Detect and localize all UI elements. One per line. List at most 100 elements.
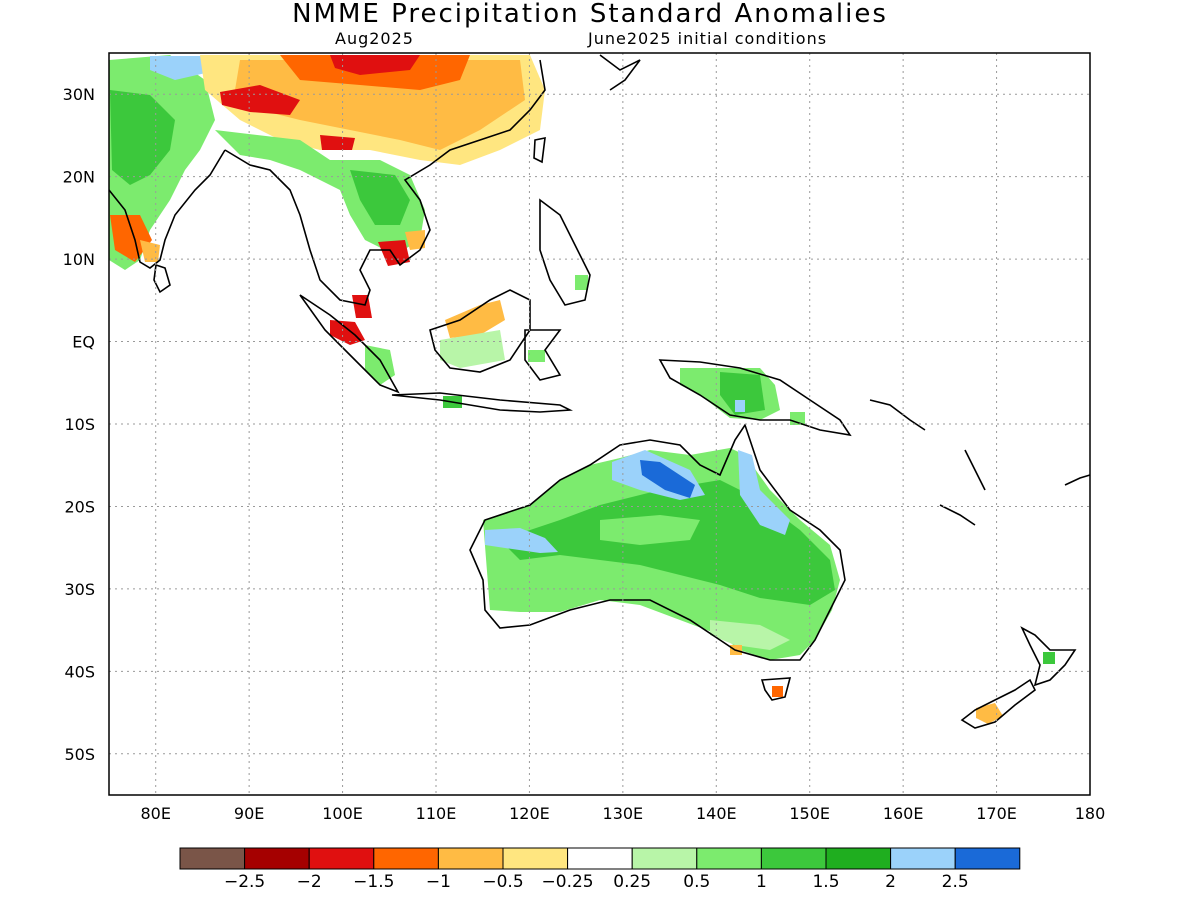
anomaly-china-orange bbox=[235, 60, 525, 150]
coastline-srilanka bbox=[153, 263, 171, 294]
legend-swatch bbox=[567, 847, 633, 870]
latitude-label: 50S bbox=[64, 745, 95, 764]
anomaly-borneo-yellow bbox=[445, 300, 505, 338]
coastline-taiwan bbox=[533, 136, 546, 164]
forecast-month: Aug2025 bbox=[335, 29, 414, 48]
anomaly-fills bbox=[109, 55, 1055, 724]
coastline-japan bbox=[599, 54, 641, 91]
legend-tick-label: 1 bbox=[756, 872, 767, 892]
anomaly-india-southwest-orange bbox=[110, 215, 152, 262]
anomaly-tasmania-orange bbox=[772, 686, 783, 697]
latitude-label: 40S bbox=[64, 662, 95, 681]
latitude-label: 20N bbox=[63, 168, 95, 187]
legend-swatch bbox=[437, 847, 504, 870]
anomaly-china-red-north bbox=[330, 55, 420, 75]
coastline-australia bbox=[469, 423, 846, 661]
gridlines bbox=[109, 53, 1090, 795]
anomaly-australia-west-blue bbox=[485, 528, 558, 553]
coastline-solomons bbox=[869, 399, 926, 431]
anomaly-tibet-red bbox=[220, 85, 300, 115]
legend-swatch bbox=[890, 847, 956, 870]
legend-tick-label: 0.25 bbox=[613, 872, 651, 892]
legend-color-bar bbox=[179, 847, 1021, 870]
anomaly-australia-south-white bbox=[710, 620, 790, 650]
longitude-label: 150E bbox=[789, 804, 830, 823]
coastline-nz-south bbox=[960, 678, 1037, 729]
anomaly-australia-east-blue bbox=[738, 450, 790, 535]
legend-tick-label: −1.5 bbox=[353, 872, 394, 892]
longitude-label: 170E bbox=[976, 804, 1017, 823]
legend-tick-label: 1.5 bbox=[812, 872, 839, 892]
longitude-label: 180 bbox=[1075, 804, 1106, 823]
latitude-label: 10N bbox=[63, 250, 95, 269]
latitude-label: 10S bbox=[64, 415, 95, 434]
coastline-sumatra bbox=[299, 294, 400, 394]
legend-tick-label: −0.5 bbox=[482, 872, 523, 892]
map-border bbox=[108, 52, 1091, 796]
anomaly-sumatra-red bbox=[330, 320, 365, 345]
legend-tick-label: −0.25 bbox=[542, 872, 594, 892]
legend-swatch bbox=[825, 847, 892, 870]
anomaly-india-green-strong bbox=[110, 90, 175, 185]
legend-swatch bbox=[696, 847, 762, 870]
legend-tick-label: −2 bbox=[297, 872, 322, 892]
map-title: NMME Precipitation Standard Anomalies bbox=[292, 0, 888, 29]
legend-swatch bbox=[631, 847, 698, 870]
anomaly-philippines-green bbox=[575, 275, 588, 290]
anomaly-india-southwest-yellow bbox=[140, 240, 160, 262]
anomaly-nz-green bbox=[1043, 652, 1055, 664]
legend-swatch bbox=[179, 847, 246, 870]
longitude-labels: 80E 90E 100E 110E 120E 130E 140E 150E 160E 170E 18… bbox=[140, 804, 1105, 823]
legend-tick-label: 2.5 bbox=[942, 872, 969, 892]
coastline-sulawesi bbox=[524, 329, 562, 381]
anomaly-newguinea-blue bbox=[735, 400, 745, 412]
anomaly-newguinea-green-strong bbox=[720, 372, 765, 415]
latitude-label: 30N bbox=[63, 85, 95, 104]
longitude-label: 130E bbox=[603, 804, 644, 823]
anomaly-australia-midgreen bbox=[600, 515, 700, 545]
legend-swatch bbox=[954, 847, 1021, 870]
anomaly-indochina-green-strong bbox=[350, 170, 410, 225]
legend-tick-label: 0.5 bbox=[683, 872, 710, 892]
anomaly-china-red-central bbox=[320, 135, 355, 150]
coastlines bbox=[108, 54, 1091, 729]
longitude-label: 80E bbox=[140, 804, 170, 823]
legend-labels: −2.5 −2 −1.5 −1 −0.5 −0.25 0.25 0.5 1 1.5 2 2.5 bbox=[224, 872, 969, 892]
coastline-java bbox=[391, 392, 573, 413]
coastline-india bbox=[108, 149, 226, 269]
anomaly-indochina-green bbox=[215, 130, 425, 255]
legend-tick-label: −1 bbox=[426, 872, 451, 892]
anomaly-sulawesi-green bbox=[528, 350, 545, 362]
coastline-new-caledonia bbox=[939, 504, 976, 526]
legend-swatch bbox=[502, 847, 569, 870]
anomaly-tibet-blue bbox=[150, 56, 210, 80]
latitude-label: 30S bbox=[64, 580, 95, 599]
legend-swatch bbox=[760, 847, 827, 870]
longitude-label: 100E bbox=[322, 804, 363, 823]
map-frame bbox=[109, 53, 1090, 795]
anomaly-australia-north-darkblue bbox=[640, 460, 695, 498]
longitude-label: 140E bbox=[696, 804, 737, 823]
coastline-indochina bbox=[224, 59, 546, 306]
coastline-philippines bbox=[539, 198, 591, 306]
longitude-label: 160E bbox=[883, 804, 924, 823]
anomaly-sumatra-green bbox=[365, 345, 395, 385]
legend-tick-label: 2 bbox=[885, 872, 896, 892]
legend-swatch bbox=[373, 847, 439, 870]
initial-conditions: June2025 initial conditions bbox=[588, 29, 828, 48]
coastline-vanuatu bbox=[964, 449, 986, 491]
anomaly-vietnam-orange bbox=[405, 230, 425, 250]
coastline-nz-north bbox=[1020, 626, 1077, 687]
coastline-tasmania bbox=[760, 677, 792, 701]
legend-swatch bbox=[244, 847, 310, 870]
latitude-labels: 30N 20N 10N EQ 10S 20S 30S 40S 50S bbox=[63, 85, 95, 764]
latitude-label: 20S bbox=[64, 497, 95, 516]
longitude-label: 120E bbox=[509, 804, 550, 823]
legend-tick-label: −2.5 bbox=[224, 872, 265, 892]
coastline-fiji bbox=[1064, 474, 1091, 486]
longitude-label: 110E bbox=[416, 804, 457, 823]
coastline-newguinea bbox=[658, 359, 852, 437]
legend-swatch bbox=[308, 847, 375, 870]
longitude-label: 90E bbox=[234, 804, 264, 823]
